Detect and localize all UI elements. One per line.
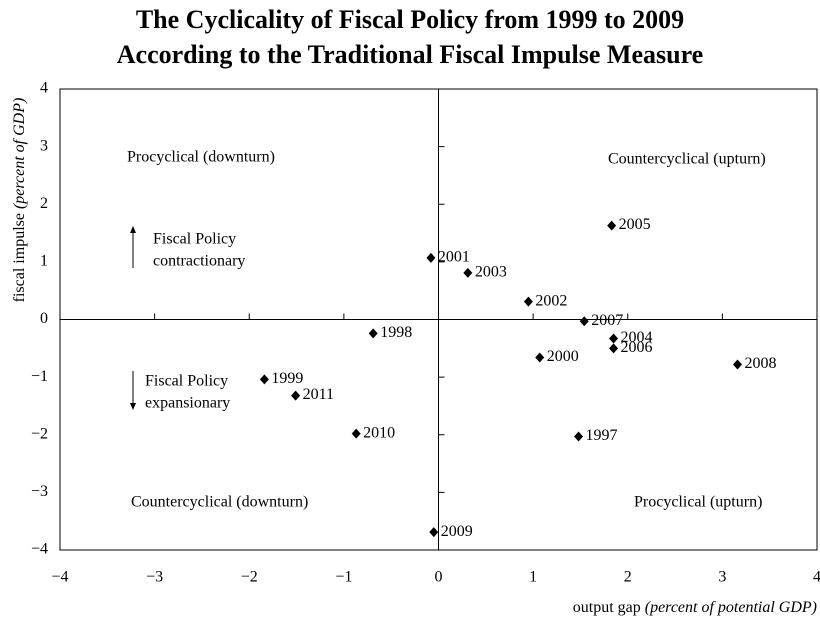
x-tick-label: 0 — [435, 569, 443, 586]
x-tick-label: −3 — [146, 569, 163, 586]
point — [535, 352, 545, 363]
point-label: 2010 — [363, 424, 395, 441]
x-axis-label: output gap (percent of potential GDP) — [573, 599, 817, 616]
y-tick-label: 2 — [40, 195, 48, 212]
annotation: Fiscal Policy — [153, 231, 236, 248]
point-label: 2002 — [535, 292, 567, 309]
y-tick-label: −4 — [31, 541, 48, 558]
x-label-text: output gap — [573, 599, 645, 616]
y-tick-label: −2 — [31, 425, 48, 442]
point-label: 2000 — [547, 348, 579, 365]
x-tick-label: 3 — [718, 569, 726, 586]
y-axis-label: fiscal impulse (percent of GDP) — [11, 98, 28, 303]
point — [733, 359, 743, 370]
point-label: 2009 — [441, 523, 473, 540]
x-label-note: (percent of potential GDP) — [645, 599, 817, 616]
point — [579, 316, 589, 327]
annotation: Procyclical (upturn) — [634, 494, 762, 511]
x-tick-label: −1 — [335, 569, 352, 586]
chart-title: According to the Traditional Fiscal Impu… — [117, 40, 703, 69]
point — [368, 328, 378, 339]
point-label: 2007 — [591, 312, 623, 329]
point — [291, 390, 301, 401]
point — [351, 428, 361, 439]
point — [259, 374, 269, 385]
arrow-head — [130, 226, 136, 233]
point-label: 2006 — [621, 339, 653, 356]
x-tick-label: −2 — [241, 569, 258, 586]
point-label: 2005 — [619, 216, 651, 233]
y-tick-label: 4 — [40, 80, 48, 97]
x-tick-label: 4 — [813, 569, 820, 586]
annotation: Fiscal Policy — [145, 373, 228, 390]
y-tick-label: 0 — [40, 310, 48, 327]
x-tick-label: 1 — [529, 569, 537, 586]
point-label: 1998 — [380, 324, 412, 341]
point-label: 2003 — [475, 263, 507, 280]
point — [607, 220, 617, 231]
x-tick-label: −4 — [51, 569, 68, 586]
point — [609, 333, 619, 344]
point — [609, 343, 619, 354]
point-label: 2008 — [745, 355, 777, 372]
annotation: expansionary — [145, 395, 230, 412]
point-label: 2004 — [621, 329, 653, 346]
point — [426, 252, 436, 263]
y-tick-label: 3 — [40, 137, 48, 154]
chart-title: The Cyclicality of Fiscal Policy from 19… — [136, 5, 684, 34]
arrow-head — [130, 403, 136, 410]
annotation: Procyclical (downturn) — [127, 149, 275, 166]
point-label: 2001 — [438, 249, 470, 266]
point-label: 2011 — [303, 386, 334, 403]
point — [463, 267, 473, 278]
point — [523, 296, 533, 307]
y-tick-label: −1 — [31, 368, 48, 385]
x-tick-label: 2 — [624, 569, 632, 586]
y-tick-label: 1 — [40, 253, 48, 270]
annotation: contractionary — [153, 253, 245, 270]
point-label: 1999 — [271, 370, 303, 387]
point — [574, 431, 584, 442]
y-label-text: fiscal impulse — [11, 209, 28, 302]
annotation: Countercyclical (downturn) — [131, 494, 308, 511]
point-label: 1997 — [586, 427, 618, 444]
annotation: Countercyclical (upturn) — [608, 151, 766, 168]
point — [429, 527, 439, 538]
y-tick-label: −3 — [31, 483, 48, 500]
y-label-note: (percent of GDP) — [11, 98, 28, 209]
